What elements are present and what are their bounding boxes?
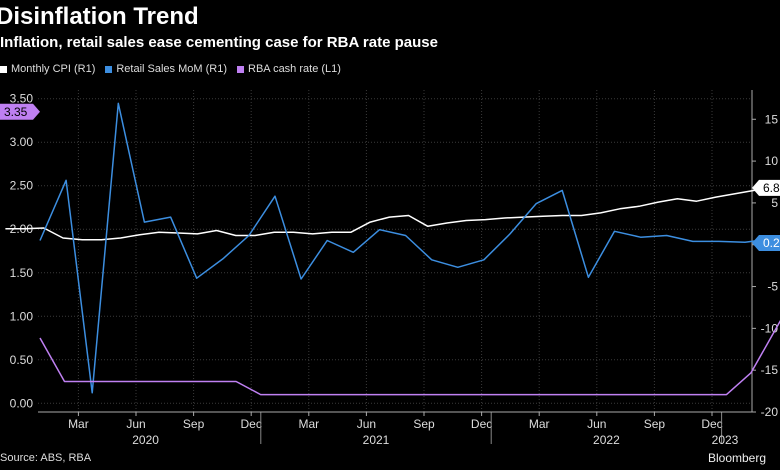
bloomberg-logo: Bloomberg: [707, 451, 766, 465]
legend-label-cpi: Monthly CPI (R1): [11, 63, 96, 75]
x-axis-year-label: 2023: [712, 433, 739, 447]
x-axis-month-label: Dec: [701, 417, 722, 431]
x-axis-month-label: Jun: [587, 417, 606, 431]
cash-rate-series-line: [39, 319, 780, 396]
x-axis-month-label: Sep: [644, 417, 666, 431]
source-note: Source: ABS, RBA: [0, 452, 92, 464]
legend-swatch-retail: [105, 65, 113, 73]
x-axis-month-label: Jun: [357, 417, 376, 431]
left-axis-tick-label: 0.50: [10, 353, 34, 367]
left-axis-tick-label: 3.00: [10, 135, 34, 149]
right-axis-tick-label: 5: [771, 196, 778, 210]
retail-last-value: 0.2: [763, 236, 780, 250]
x-axis-year-label: 2022: [593, 433, 620, 447]
x-axis-year-label: 2020: [132, 433, 159, 447]
cash-rate-last-value-bg: [0, 103, 40, 120]
legend-label-retail: Retail Sales MoM (R1): [116, 63, 227, 75]
x-axis-month-label: Mar: [68, 417, 89, 431]
legend: Monthly CPI (R1) Retail Sales MoM (R1) R…: [0, 61, 351, 77]
legend-item-retail: Retail Sales MoM (R1): [105, 63, 227, 75]
legend-swatch-cash-rate: [237, 65, 244, 73]
cpi-series-line: [5, 185, 780, 241]
cpi-last-value: 6.8: [763, 181, 780, 195]
left-axis-tick-label: 0.00: [10, 396, 34, 410]
left-axis-tick-label: 1.00: [10, 309, 34, 323]
x-axis-month-label: Mar: [298, 417, 319, 431]
left-axis-tick-label: 3.50: [10, 92, 34, 106]
legend-item-cash-rate: RBA cash rate (L1): [237, 63, 341, 75]
cash-rate-last-value: 3.35: [4, 105, 28, 119]
retail-sales-series-line: [39, 102, 780, 394]
x-axis-month-label: Mar: [529, 417, 550, 431]
right-axis-tick-label: 15: [765, 112, 779, 126]
cpi-last-value-bg: [752, 179, 780, 196]
retail-last-value-bg: [752, 235, 780, 252]
left-axis-tick-label: 1.50: [10, 266, 34, 280]
x-axis-month-label: Sep: [413, 417, 435, 431]
chart-subtitle: Inflation, retail sales ease cementing c…: [0, 34, 438, 51]
right-axis-tick-label: -20: [761, 405, 779, 419]
left-axis-tick-label: 2.50: [10, 179, 34, 193]
x-axis-month-label: Jun: [126, 417, 145, 431]
legend-swatch-cpi: [0, 65, 7, 73]
x-axis-month-label: Dec: [241, 417, 262, 431]
x-axis-month-label: Dec: [471, 417, 492, 431]
right-axis-tick-label: -15: [761, 363, 779, 377]
chart-title: Disinflation Trend: [0, 3, 199, 30]
legend-label-cash-rate: RBA cash rate (L1): [248, 63, 341, 75]
x-axis-month-label: Sep: [183, 417, 205, 431]
x-axis-year-label: 2021: [363, 433, 390, 447]
right-axis-tick-label: 10: [765, 154, 779, 168]
legend-item-cpi: Monthly CPI (R1): [0, 63, 95, 75]
right-axis-tick-label: -5: [767, 280, 778, 294]
